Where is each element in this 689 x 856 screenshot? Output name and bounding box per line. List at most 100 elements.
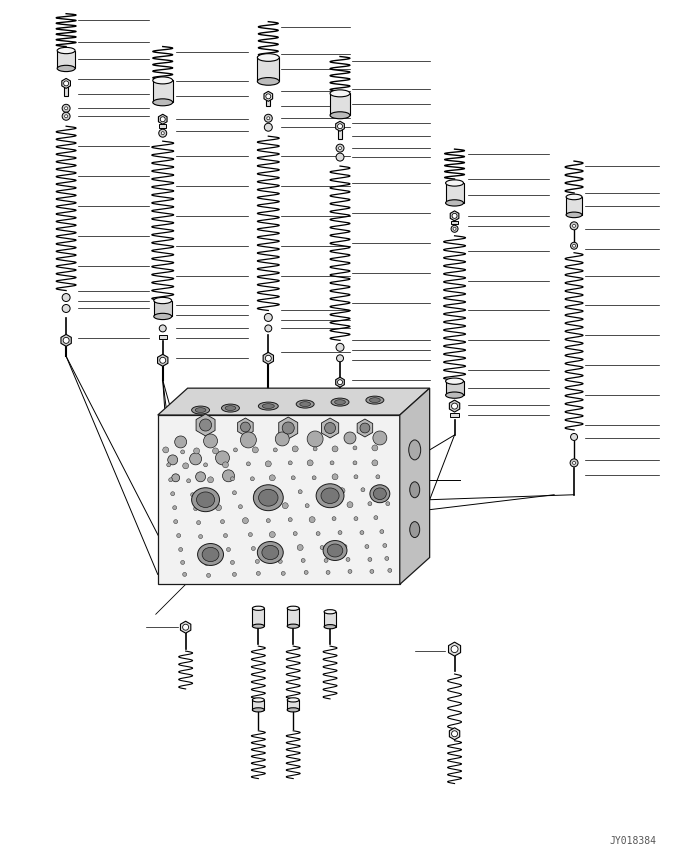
Circle shape [62,294,70,301]
Circle shape [223,462,229,468]
Ellipse shape [296,400,314,408]
Bar [159,124,166,128]
Circle shape [160,357,166,363]
Circle shape [216,505,221,511]
Polygon shape [264,92,273,101]
Circle shape [196,520,200,525]
Ellipse shape [196,492,215,508]
Ellipse shape [446,392,464,398]
Circle shape [452,213,457,218]
Bar [566,197,582,215]
Circle shape [325,423,336,433]
Ellipse shape [258,54,279,62]
Circle shape [385,556,389,561]
Circle shape [207,477,214,483]
Ellipse shape [252,606,265,610]
Bar [57,51,75,68]
Circle shape [332,446,338,452]
Ellipse shape [254,484,283,511]
Circle shape [65,115,68,118]
Bar [267,93,270,106]
Polygon shape [196,414,215,436]
Ellipse shape [410,521,420,538]
Circle shape [348,569,352,574]
Circle shape [294,532,297,536]
Polygon shape [357,419,373,437]
Circle shape [292,446,298,452]
Ellipse shape [287,624,299,628]
Circle shape [265,123,272,131]
Circle shape [240,422,250,432]
Circle shape [176,533,181,538]
Circle shape [265,325,271,332]
Ellipse shape [287,698,299,702]
Circle shape [368,502,372,506]
Circle shape [573,224,575,228]
Circle shape [63,337,69,343]
Circle shape [376,475,380,479]
Circle shape [353,446,357,450]
Ellipse shape [316,484,344,508]
Bar [154,300,172,317]
Circle shape [368,557,372,562]
Circle shape [230,477,234,481]
Circle shape [570,433,577,441]
Circle shape [338,124,342,128]
Circle shape [175,436,187,448]
Circle shape [269,475,276,481]
Circle shape [265,313,272,322]
Circle shape [189,453,202,465]
Circle shape [240,432,256,448]
Circle shape [196,472,205,482]
Circle shape [173,506,176,509]
Circle shape [338,531,342,534]
Circle shape [194,448,200,454]
Ellipse shape [252,698,265,702]
Circle shape [223,533,227,538]
Circle shape [451,225,458,232]
Circle shape [62,112,70,120]
Circle shape [161,132,164,134]
Circle shape [178,548,183,551]
Bar [252,700,265,710]
Circle shape [254,490,258,495]
Ellipse shape [335,400,345,405]
Circle shape [174,520,178,524]
Ellipse shape [252,708,265,712]
Circle shape [344,432,356,444]
Circle shape [194,507,198,511]
Circle shape [324,558,328,562]
Circle shape [326,502,330,507]
Circle shape [332,474,338,480]
Ellipse shape [263,404,274,408]
Ellipse shape [153,77,173,84]
Circle shape [65,107,68,110]
Bar [330,93,350,116]
Ellipse shape [373,488,387,500]
Circle shape [313,447,317,451]
Ellipse shape [327,544,343,557]
Polygon shape [322,418,339,438]
Circle shape [346,557,350,562]
Circle shape [281,572,285,575]
Polygon shape [158,354,168,366]
Circle shape [336,354,344,362]
Circle shape [573,461,575,464]
Circle shape [360,531,364,534]
Circle shape [373,431,387,445]
Circle shape [183,463,189,469]
Circle shape [223,470,234,482]
Polygon shape [158,415,400,585]
Circle shape [282,422,294,434]
Circle shape [62,104,70,112]
Circle shape [250,477,254,481]
Circle shape [265,461,271,467]
Circle shape [336,144,344,152]
Polygon shape [400,388,430,585]
Circle shape [159,325,166,332]
Circle shape [203,434,218,448]
Circle shape [570,222,578,229]
Circle shape [451,645,458,652]
Circle shape [383,544,387,548]
Polygon shape [62,79,70,88]
